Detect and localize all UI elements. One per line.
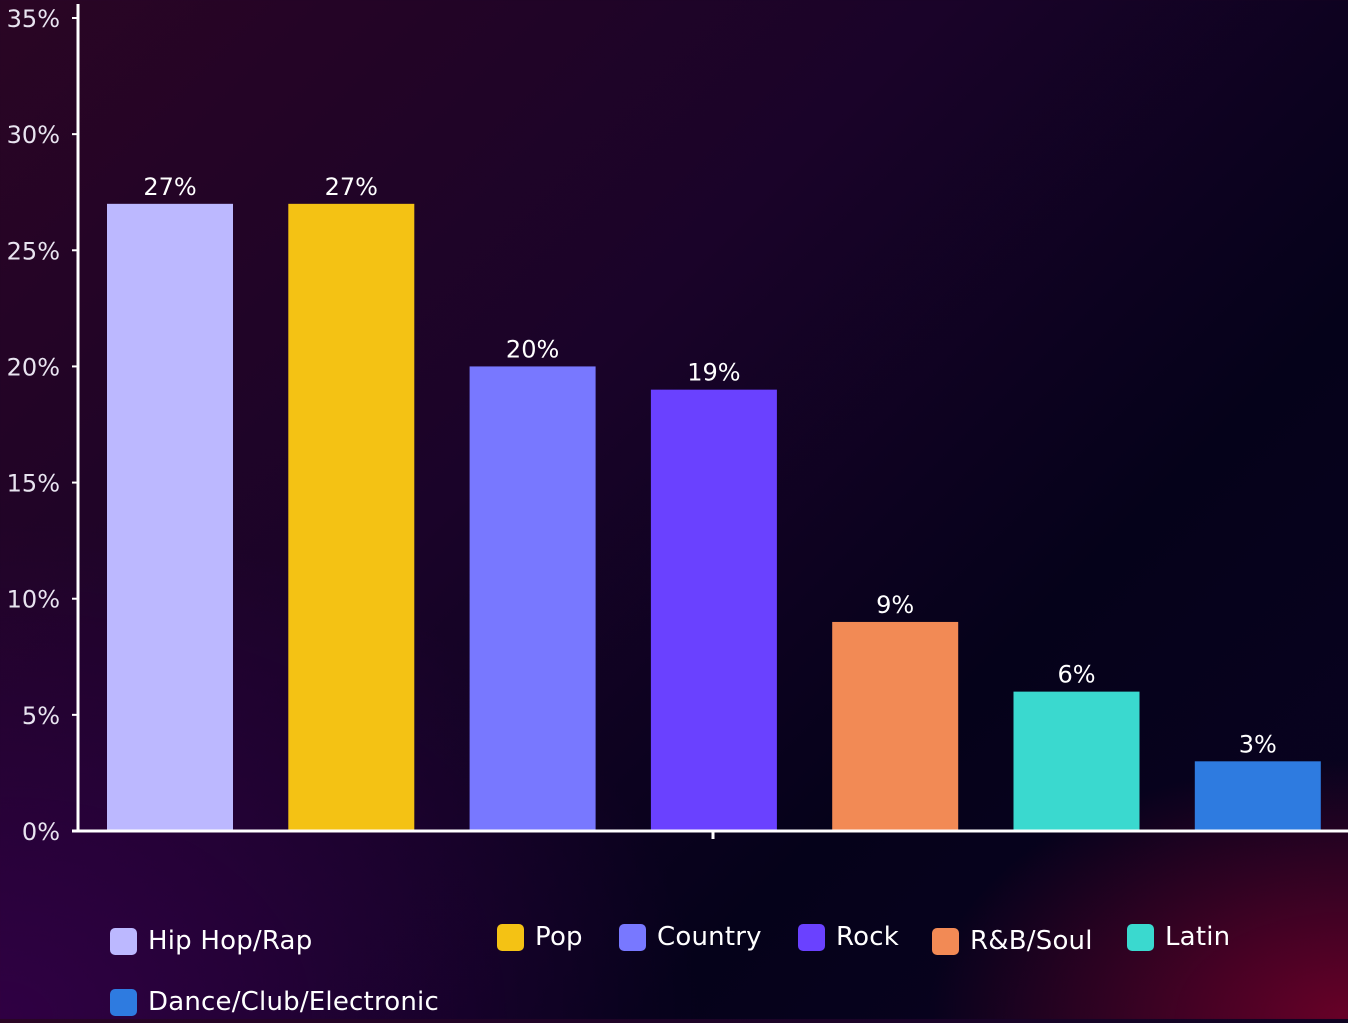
y-tick-label: 30% <box>7 121 60 149</box>
bar-value-label: 20% <box>506 335 559 363</box>
bar-value-label: 27% <box>325 173 378 201</box>
y-tick-label: 25% <box>7 237 60 265</box>
y-tick-label: 15% <box>7 470 60 498</box>
axes-group <box>72 4 1348 839</box>
y-tick-label: 35% <box>7 5 60 33</box>
bar-value-label: 9% <box>876 591 914 619</box>
bar <box>107 203 233 832</box>
y-tick-label: 10% <box>7 586 60 614</box>
bar-value-label: 27% <box>143 173 196 201</box>
data-labels-group: 27% 27% 20% 19% 9% 6% 3% <box>143 173 1277 758</box>
bar <box>832 621 959 831</box>
bar <box>469 366 596 831</box>
bar <box>650 389 777 831</box>
bars-group <box>107 203 1321 832</box>
y-axis-ticks: 0% 5% 10% 15% 20% 25% 30% 35% <box>7 5 78 846</box>
y-tick-label: 5% <box>22 702 60 730</box>
bar <box>1194 761 1321 831</box>
bar-value-label: 19% <box>687 359 740 387</box>
bar <box>288 203 415 832</box>
y-tick-label: 20% <box>7 353 60 381</box>
bar-value-label: 6% <box>1057 661 1095 689</box>
bar <box>1013 691 1140 831</box>
y-tick-label: 0% <box>22 818 60 846</box>
bar-value-label: 3% <box>1239 730 1277 758</box>
